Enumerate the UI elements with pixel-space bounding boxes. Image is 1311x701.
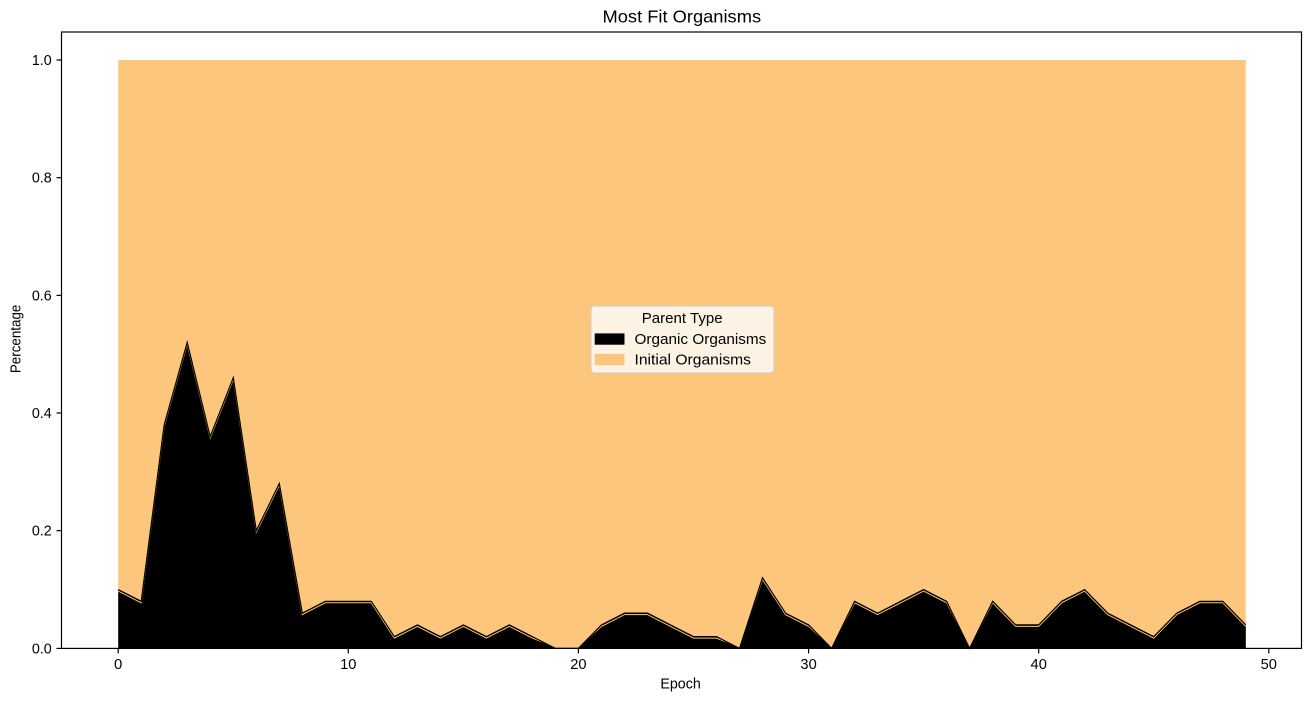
- svg-text:Initial Organisms: Initial Organisms: [635, 352, 752, 368]
- svg-text:20: 20: [570, 657, 586, 673]
- svg-text:1.0: 1.0: [32, 53, 52, 69]
- svg-text:0.4: 0.4: [32, 406, 52, 422]
- svg-text:0.6: 0.6: [32, 288, 52, 304]
- svg-text:0.0: 0.0: [32, 641, 52, 657]
- svg-text:0.2: 0.2: [32, 524, 52, 540]
- svg-text:Organic Organisms: Organic Organisms: [635, 332, 767, 348]
- svg-text:30: 30: [800, 657, 816, 673]
- svg-text:50: 50: [1261, 657, 1277, 673]
- svg-text:40: 40: [1031, 657, 1047, 673]
- svg-text:Parent Type: Parent Type: [642, 311, 723, 327]
- svg-text:Percentage: Percentage: [8, 305, 24, 374]
- svg-text:0.8: 0.8: [32, 171, 52, 187]
- svg-text:0: 0: [114, 657, 122, 673]
- svg-text:10: 10: [340, 657, 356, 673]
- svg-text:Most Fit Organisms: Most Fit Organisms: [603, 7, 762, 27]
- svg-text:Epoch: Epoch: [660, 677, 701, 693]
